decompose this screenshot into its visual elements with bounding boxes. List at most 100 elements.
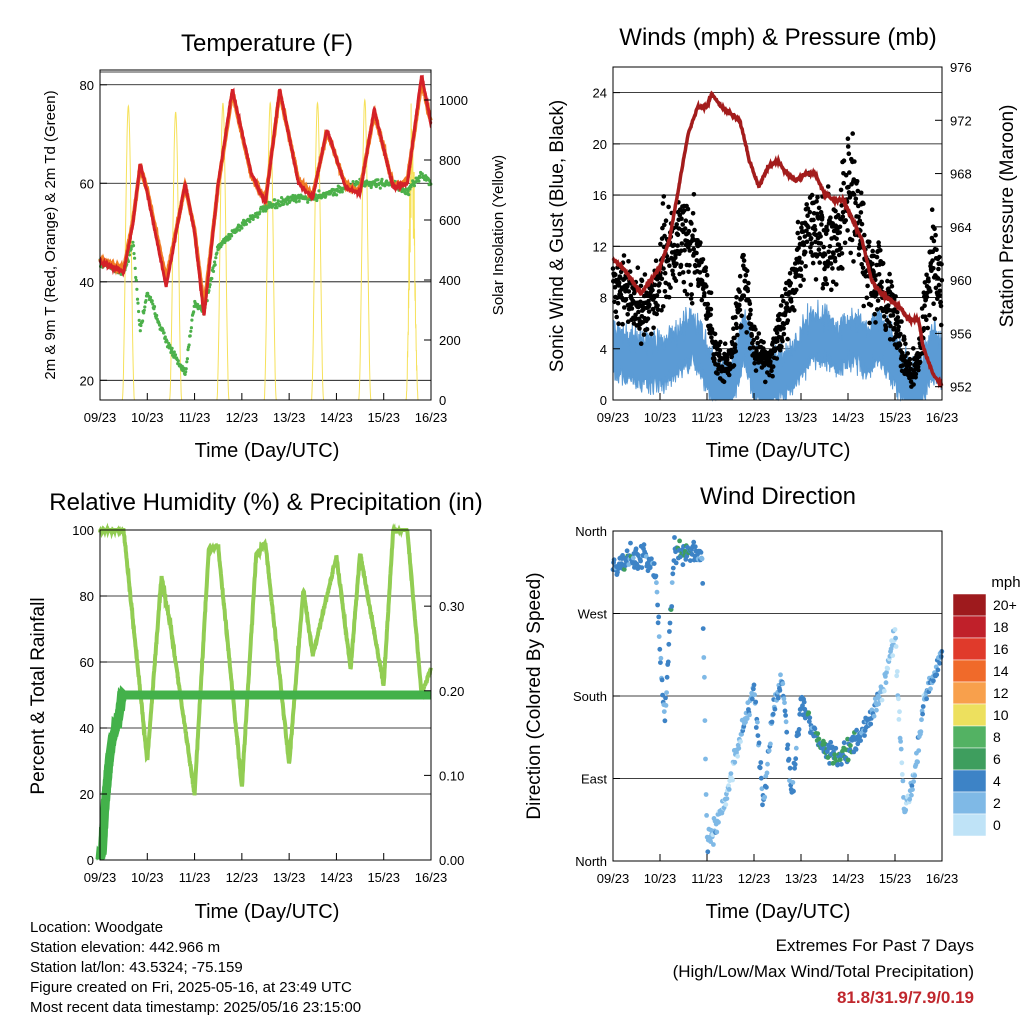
gust-point: [935, 296, 940, 302]
dewpoint-point: [369, 185, 373, 190]
gust-point: [689, 301, 695, 306]
gust-point: [826, 249, 831, 255]
gust-point: [621, 253, 627, 258]
dewpoint-point: [134, 278, 138, 282]
direction-point: [711, 842, 716, 847]
gust-point: [930, 258, 935, 263]
dewpoint-point: [163, 335, 167, 339]
direction-point: [919, 717, 924, 723]
direction-point: [928, 686, 933, 692]
gust-point: [787, 271, 793, 276]
temperature-x-axis-label: Time (Day/UTC): [195, 440, 340, 462]
dewpoint-point: [131, 244, 136, 248]
direction-point: [772, 706, 778, 712]
x-tick-label: 13/23: [785, 871, 818, 886]
dewpoint-point: [294, 200, 298, 204]
direction-point: [874, 707, 879, 713]
gust-point: [831, 251, 836, 257]
gust-point: [777, 347, 783, 353]
direction-point: [903, 807, 909, 813]
dewpoint-point: [189, 329, 193, 333]
dewpoint-point: [282, 202, 286, 206]
x-tick-label: 11/23: [179, 870, 211, 885]
gust-point: [864, 295, 870, 301]
direction-point: [703, 756, 708, 762]
gust-point: [893, 334, 898, 340]
y-tick-label: 0: [87, 853, 94, 868]
dewpoint-point: [162, 331, 166, 335]
right-tick-label: 400: [439, 273, 461, 288]
dewpoint-point: [238, 228, 242, 232]
legend-swatch: [952, 813, 987, 837]
gust-point: [722, 341, 728, 347]
legend-label: 0: [993, 817, 1001, 833]
gust-point: [895, 309, 900, 315]
gust-point: [828, 215, 833, 220]
legend-label: 12: [993, 685, 1009, 701]
y-tick-label: 80: [80, 78, 94, 93]
direction-point: [667, 620, 673, 626]
direction-point: [876, 701, 881, 707]
gust-point: [907, 361, 913, 367]
right-tick-label: 0.10: [439, 768, 464, 783]
gust-point: [715, 371, 720, 376]
temperature-left-axis-label: 2m & 9m T (Red, Orange) & 2m Td (Green): [42, 90, 59, 379]
gust-point: [938, 322, 944, 328]
gust-point: [797, 235, 802, 241]
direction-point: [868, 721, 874, 727]
y-tick-label: 12: [593, 239, 607, 254]
gust-point: [656, 289, 662, 294]
direction-point: [638, 558, 643, 564]
right-tick-label: 0: [439, 393, 446, 408]
dewpoint-point: [142, 311, 146, 315]
gust-point: [788, 299, 794, 304]
gust-point: [834, 236, 839, 242]
x-tick-label: 10/23: [131, 410, 164, 425]
gust-point: [675, 232, 681, 238]
gust-point: [819, 222, 824, 227]
gust-point: [625, 284, 630, 289]
gust-point: [708, 323, 713, 329]
gust-point: [846, 184, 851, 190]
gust-point: [708, 290, 714, 296]
x-tick-label: 11/23: [691, 871, 723, 886]
x-tick-label: 14/23: [320, 410, 353, 425]
gust-point: [819, 215, 825, 220]
y-tick-label: 60: [80, 655, 94, 670]
y-tick-label: 60: [80, 176, 94, 191]
legend-swatch: [952, 703, 987, 727]
gust-point: [830, 266, 835, 271]
gust-point: [662, 233, 667, 239]
gust-point: [739, 324, 744, 329]
y-tick-label: 20: [593, 137, 607, 152]
dewpoint-point: [273, 198, 277, 202]
gust-point: [935, 276, 941, 281]
gust-point: [788, 280, 793, 286]
direction-point: [910, 787, 915, 792]
winds-panel: Winds (mph) & Pressure (mb) 0 4 8 12 16 20 24 9…: [547, 24, 1018, 462]
gust-point: [829, 287, 834, 293]
gust-point: [888, 279, 894, 285]
direction-point: [884, 670, 889, 675]
gust-point: [890, 313, 896, 318]
direction-point: [916, 748, 922, 753]
y-tick-label: 24: [593, 86, 607, 101]
station-latlon: Station lat/lon: 43.5324; -75.159: [30, 959, 243, 976]
gust-point: [680, 270, 686, 275]
dewpoint-point: [132, 252, 136, 256]
gust-point: [799, 225, 804, 230]
gust-point: [747, 301, 753, 307]
gust-point: [797, 255, 802, 261]
direction-point: [784, 729, 790, 735]
legend-label: 10: [993, 707, 1009, 723]
direction-point: [730, 777, 735, 783]
gust-point: [655, 303, 660, 308]
gust-point: [682, 208, 687, 213]
dewpoint-point: [184, 370, 188, 374]
gust-point: [878, 248, 883, 253]
station-elevation: Station elevation: 442.966 m: [30, 939, 221, 956]
x-tick-label: 14/23: [320, 870, 353, 885]
gust-point: [813, 232, 819, 238]
gust-point: [697, 270, 703, 275]
gust-point: [629, 306, 635, 311]
